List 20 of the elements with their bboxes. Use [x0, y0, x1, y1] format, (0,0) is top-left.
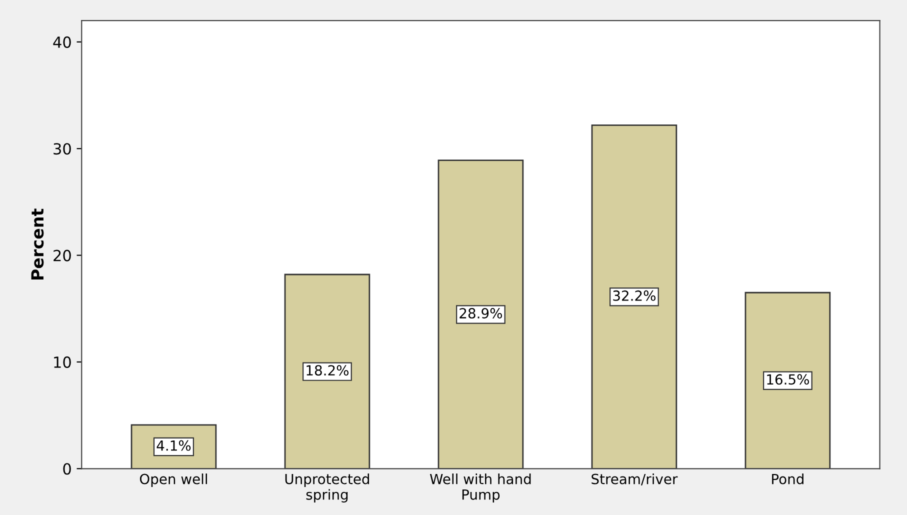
- x-tick-label: Stream/river: [592, 474, 678, 486]
- data-label: 4.1%: [156, 440, 191, 451]
- bar: [744, 292, 831, 469]
- y-tick-label: 30: [54, 143, 71, 155]
- bar: [438, 160, 524, 469]
- x-tick-label: Pond: [772, 474, 804, 484]
- data-label: 32.2%: [613, 290, 656, 301]
- y-tick-label: 10: [54, 356, 71, 368]
- data-label: 16.5%: [767, 374, 809, 385]
- x-tick-label: Open well: [140, 474, 207, 487]
- data-label: 28.9%: [460, 308, 502, 319]
- y-tick-label: 40: [53, 36, 71, 48]
- y-tick-label: 20: [54, 250, 71, 262]
- bar: [284, 274, 370, 469]
- data-label: 18.2%: [306, 365, 349, 376]
- y-axis-title: Percent: [31, 208, 44, 280]
- y-tick-label: 0: [63, 463, 71, 475]
- x-tick-label: Unprotected spring: [285, 474, 370, 503]
- bar: [591, 124, 678, 469]
- x-tick-label: Well with hand Pump: [430, 474, 531, 503]
